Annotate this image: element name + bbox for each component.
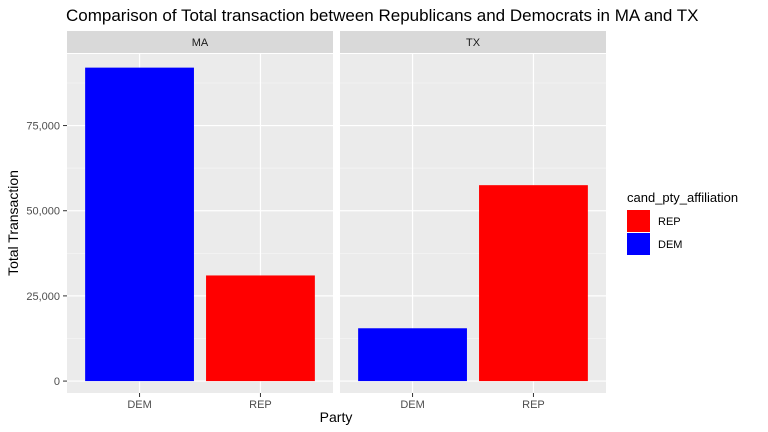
x-tick-label: DEM	[127, 399, 151, 411]
chart-title: Comparison of Total transaction between …	[66, 6, 699, 25]
legend-label-rep: REP	[658, 216, 681, 228]
bar-tx-dem	[358, 328, 467, 381]
x-tick-label: REP	[249, 399, 272, 411]
y-tick-label: 50,000	[26, 206, 60, 218]
bar-ma-dem	[85, 68, 194, 381]
y-tick-label: 75,000	[26, 121, 60, 133]
legend-swatch-rep	[627, 210, 650, 232]
bar-ma-rep	[206, 275, 315, 381]
legend-title: cand_pty_affiliation	[627, 190, 738, 205]
legend-swatch-dem	[627, 233, 650, 255]
y-tick-label: 25,000	[26, 291, 60, 303]
y-axis: 0 25,000 50,000 75,000	[26, 121, 67, 389]
x-ticks-ma: DEM REP	[127, 393, 271, 411]
strip-label-ma: MA	[192, 37, 209, 49]
legend-label-dem: DEM	[658, 239, 682, 251]
panel-ma: MA DEM REP	[67, 31, 333, 411]
y-tick-label: 0	[54, 376, 60, 388]
legend: cand_pty_affiliation REP DEM	[627, 190, 738, 255]
x-ticks-tx: DEM REP	[400, 393, 544, 411]
y-axis-title: Total Transaction	[5, 170, 21, 276]
x-axis-title: Party	[320, 409, 353, 425]
x-tick-label: REP	[522, 399, 545, 411]
strip-label-tx: TX	[466, 37, 481, 49]
x-tick-label: DEM	[400, 399, 424, 411]
panel-tx: TX DEM REP	[340, 31, 606, 411]
bar-tx-rep	[479, 185, 588, 381]
